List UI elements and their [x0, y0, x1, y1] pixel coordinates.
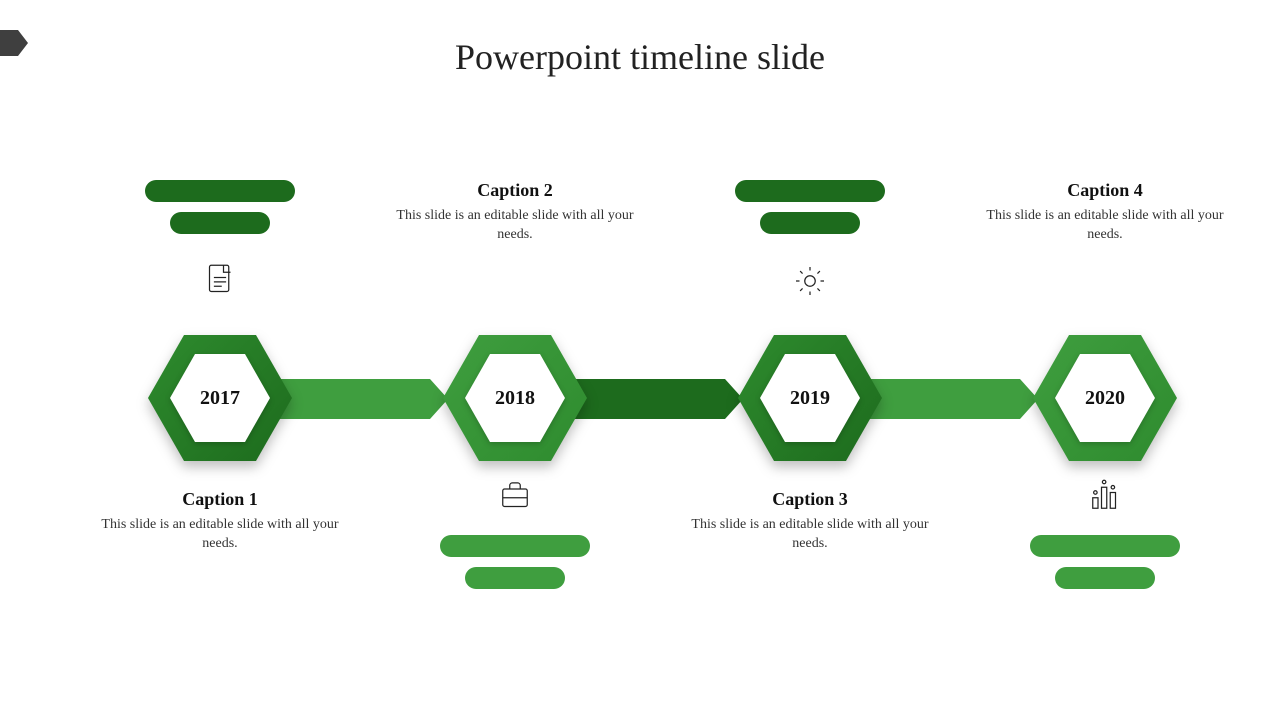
hex-node: 2019 [738, 335, 882, 461]
caption-block: Caption 1 This slide is an editable slid… [90, 489, 350, 554]
caption-block: Caption 4 This slide is an editable slid… [975, 180, 1235, 245]
caption-block: Caption 2 This slide is an editable slid… [385, 180, 645, 245]
caption-title: Caption 2 [385, 180, 645, 201]
caption-title: Caption 1 [90, 489, 350, 510]
caption-block: Caption 3 This slide is an editable slid… [680, 489, 940, 554]
timeline-item-0: 2017 Caption 1 This slide is an editable… [90, 155, 350, 655]
slide: Powerpoint timeline slide 2017 [0, 0, 1280, 720]
timeline-item-3: Caption 4 This slide is an editable slid… [975, 155, 1235, 655]
placeholder-pill-lg [440, 535, 590, 557]
year-label: 2018 [443, 335, 587, 461]
placeholder-pill-lg [735, 180, 885, 202]
caption-desc: This slide is an editable slide with all… [680, 516, 940, 554]
placeholder-pills [680, 180, 940, 234]
timeline-item-2: 2019 Caption 3 This slide is an editable… [680, 155, 940, 655]
year-label: 2019 [738, 335, 882, 461]
gear-icon [680, 260, 940, 307]
hex-node: 2017 [148, 335, 292, 461]
document-icon [90, 260, 350, 307]
barchart-icon [975, 475, 1235, 522]
placeholder-pill-sm [465, 567, 565, 589]
caption-title: Caption 4 [975, 180, 1235, 201]
hex-node: 2020 [1033, 335, 1177, 461]
caption-desc: This slide is an editable slide with all… [385, 207, 645, 245]
placeholder-pill-sm [760, 212, 860, 234]
timeline: 2017 Caption 1 This slide is an editable… [60, 155, 1220, 655]
placeholder-pills [975, 535, 1235, 589]
placeholder-pills [385, 535, 645, 589]
placeholder-pill-sm [170, 212, 270, 234]
placeholder-pills [90, 180, 350, 234]
placeholder-pill-lg [145, 180, 295, 202]
slide-title: Powerpoint timeline slide [0, 36, 1280, 78]
timeline-item-1: Caption 2 This slide is an editable slid… [385, 155, 645, 655]
placeholder-pill-lg [1030, 535, 1180, 557]
placeholder-pill-sm [1055, 567, 1155, 589]
caption-desc: This slide is an editable slide with all… [90, 516, 350, 554]
caption-title: Caption 3 [680, 489, 940, 510]
year-label: 2020 [1033, 335, 1177, 461]
year-label: 2017 [148, 335, 292, 461]
caption-desc: This slide is an editable slide with all… [975, 207, 1235, 245]
hex-node: 2018 [443, 335, 587, 461]
briefcase-icon [385, 475, 645, 522]
